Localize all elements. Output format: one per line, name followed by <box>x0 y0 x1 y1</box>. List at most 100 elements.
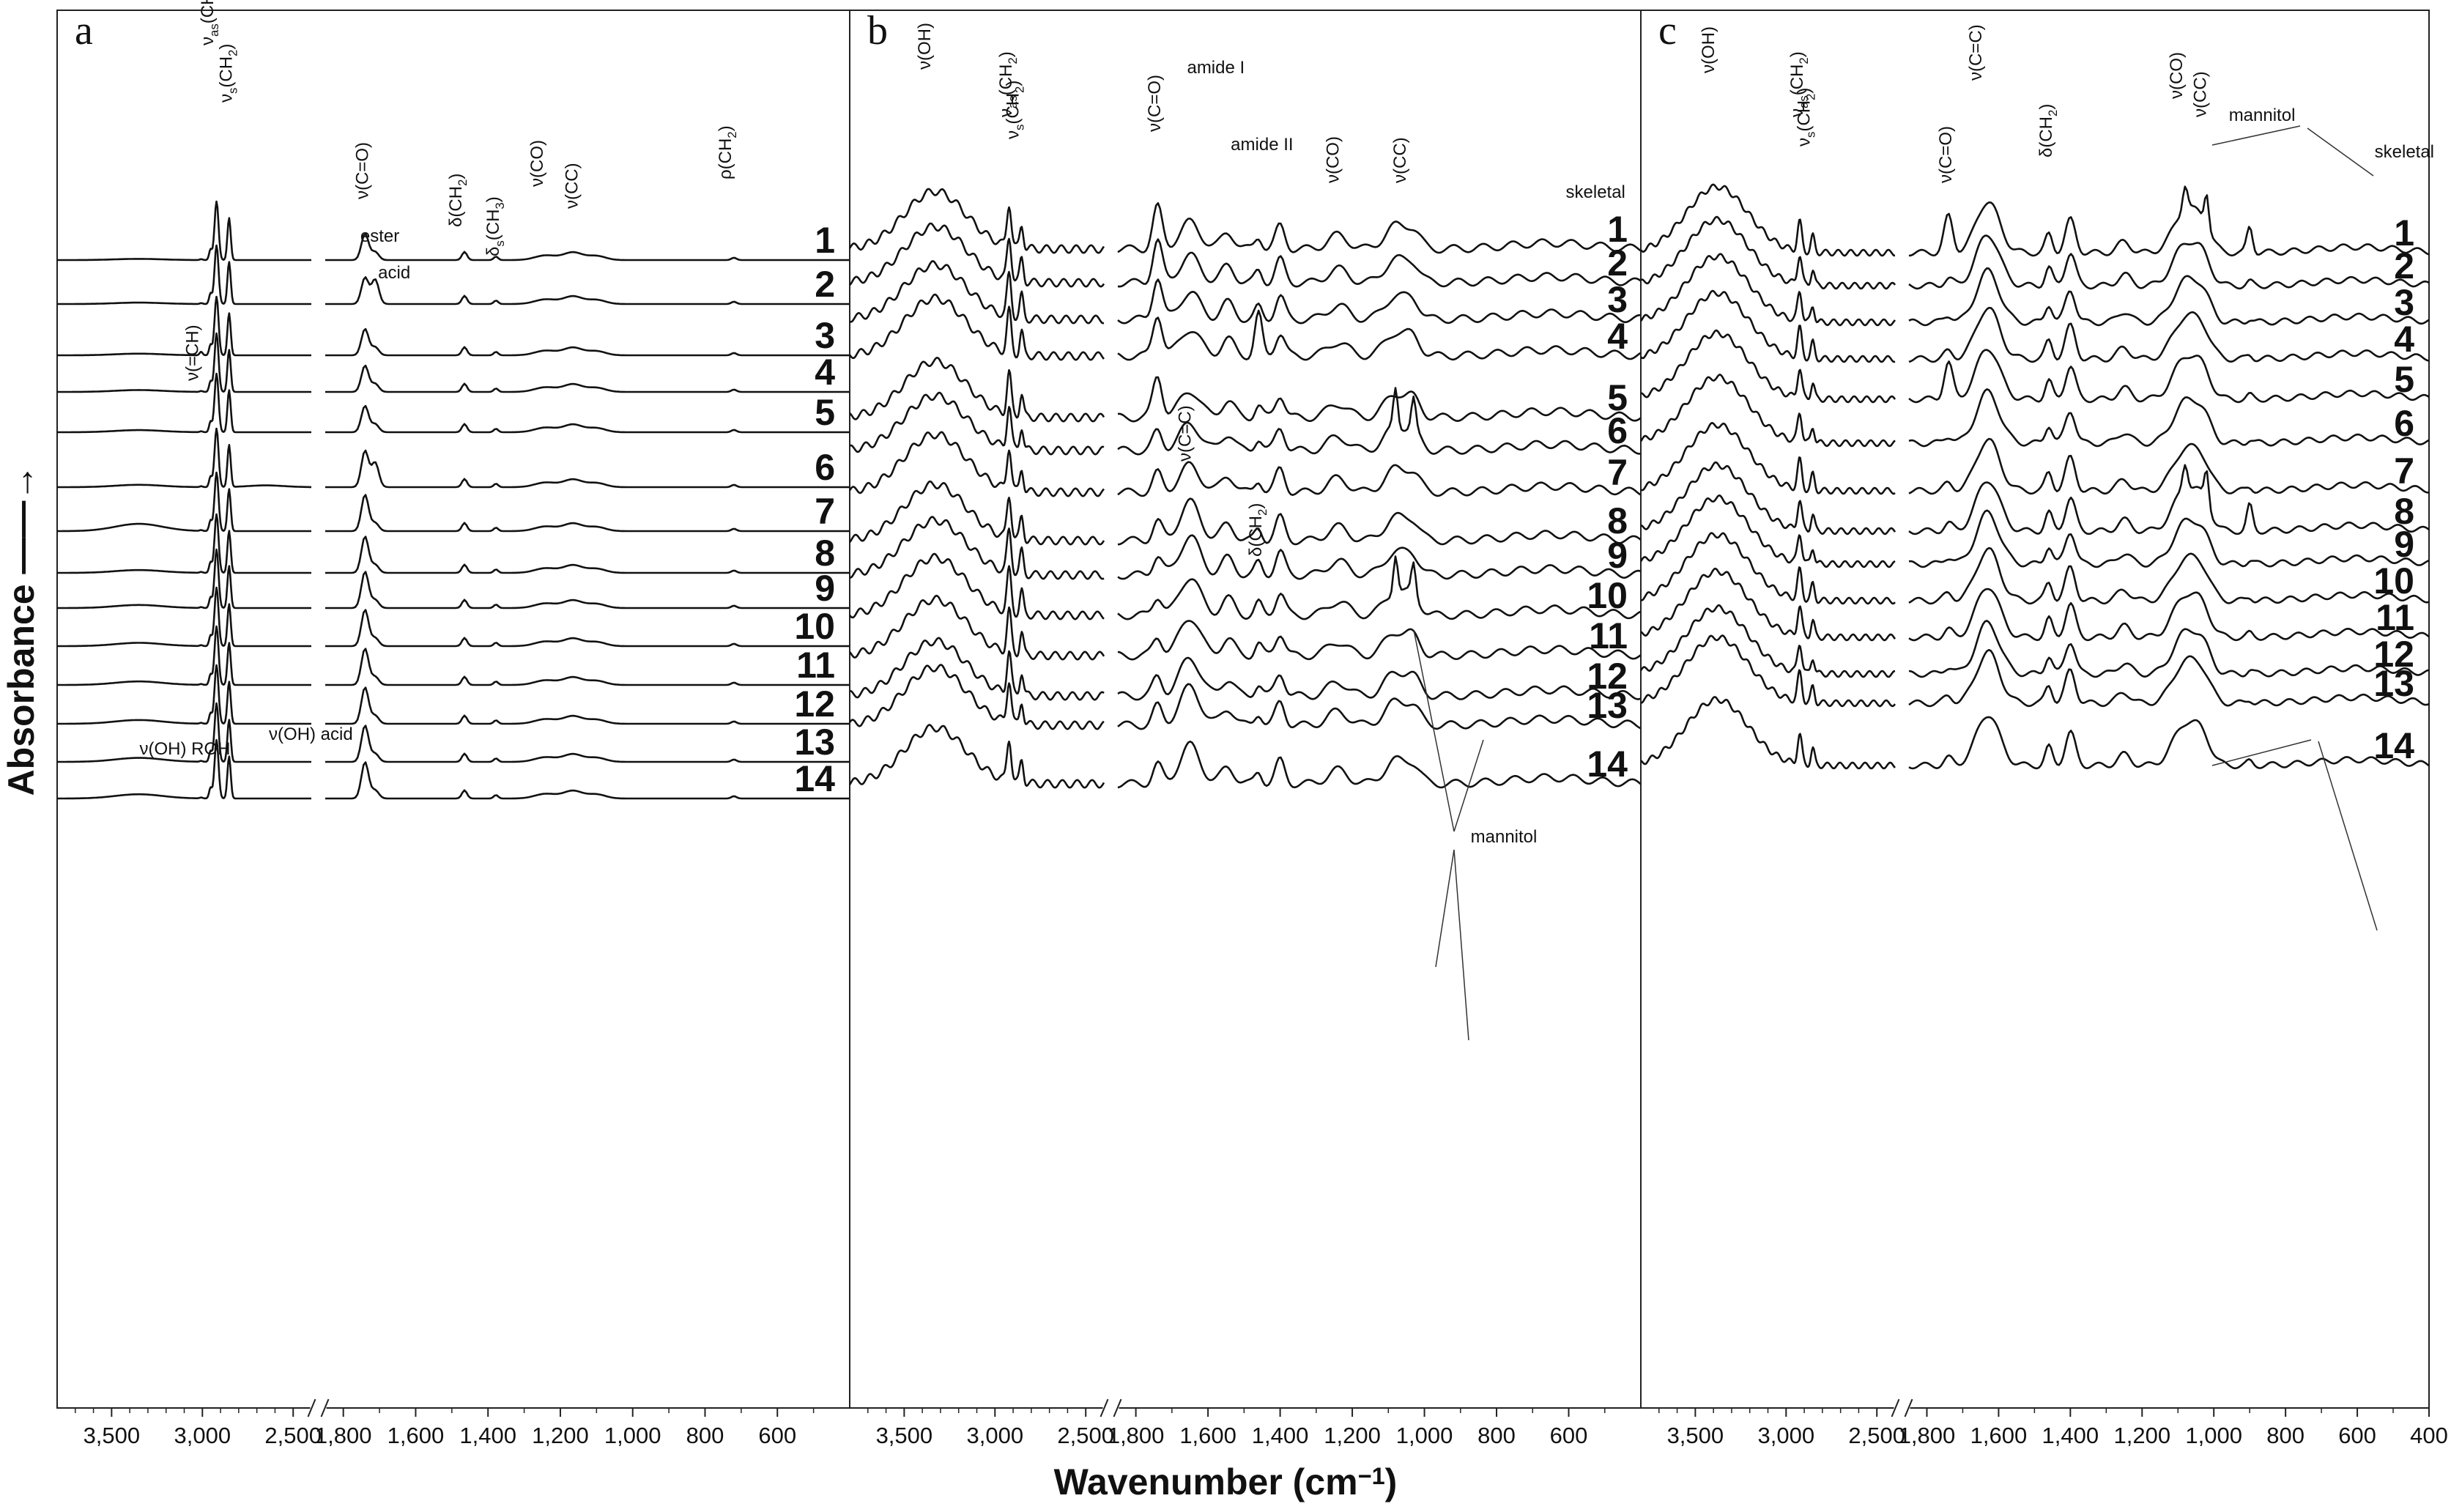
x-tick-label: 600 <box>2338 1423 2376 1448</box>
series-label: 7 <box>1607 452 1628 493</box>
spectrum-line-9 <box>1639 494 1896 568</box>
spectrum-line-8 <box>1117 497 1642 546</box>
x-tick-label: 1,800 <box>315 1423 372 1448</box>
label-part: ) <box>1246 503 1266 509</box>
series-label: 6 <box>815 447 835 488</box>
label-part: ) <box>1795 88 1814 94</box>
series-label: 13 <box>2373 663 2414 704</box>
label-part: ν(CO) <box>527 140 547 187</box>
spectrum-line-1 <box>848 188 1105 254</box>
axis-break-mark <box>1113 1398 1122 1418</box>
label-part: ν(CO) <box>2167 52 2187 99</box>
series-label: 8 <box>815 533 835 574</box>
series-label: 10 <box>1587 575 1628 616</box>
peak-annotation: δs(CH3) <box>483 196 507 256</box>
x-axis-title: Wavenumber (cm−1) <box>1054 1461 1398 1502</box>
label-part: amide I <box>1187 58 1245 78</box>
label-part: ν(OH) ROH <box>139 739 230 759</box>
spectrum-line-12 <box>325 686 850 725</box>
spectrum-line-7 <box>1908 437 2429 495</box>
axis-break-mark <box>1891 1398 1900 1418</box>
x-tick-label: 800 <box>2266 1423 2304 1448</box>
label-part: ) <box>2036 104 2056 110</box>
label-part: (CH <box>217 56 237 88</box>
spectrum-line-6 <box>1908 388 2430 448</box>
spectrum-line-3 <box>849 260 1105 325</box>
label-part: δ <box>483 247 503 256</box>
spectrum-line-6 <box>1639 374 1896 448</box>
series-label: 3 <box>2394 282 2414 323</box>
series-label: 7 <box>2394 451 2414 492</box>
x-tick-label: 800 <box>1477 1423 1516 1448</box>
spectrum-line-8 <box>848 480 1105 546</box>
axis-break-mark <box>1904 1398 1913 1418</box>
label-part: s <box>226 88 240 94</box>
spectrum-line-7 <box>325 494 850 533</box>
series-label: 10 <box>2373 560 2414 601</box>
spectrum-line-3 <box>325 327 850 357</box>
series-label: 6 <box>1607 410 1628 451</box>
spectrum-line-4 <box>848 293 1105 361</box>
peak-annotation: νs(CH2) <box>1795 88 1818 147</box>
label-part: 2 <box>1256 509 1269 516</box>
spectrum-line-7 <box>1117 461 1642 497</box>
series-label: 11 <box>796 645 835 686</box>
axis-break-mark <box>1100 1398 1109 1418</box>
x-tick-label: 1,400 <box>2042 1423 2099 1448</box>
peak-annotation: ν(C=O) <box>352 142 372 199</box>
spectrum-line-3 <box>57 295 311 357</box>
spectrum-line-9 <box>1908 509 2430 568</box>
spectrum-line-14 <box>848 724 1105 789</box>
spectrum-line-11 <box>1908 588 2430 642</box>
x-tick-label: 2,500 <box>1057 1423 1114 1448</box>
peak-annotation: νas(CH2) <box>198 0 221 45</box>
x-tick-label: 1,200 <box>1324 1423 1381 1448</box>
label-part: ν(C=C) <box>1966 24 1986 81</box>
spectrum-line-1 <box>1117 202 1642 254</box>
spectrum-line-5 <box>1118 376 1642 423</box>
spectrum-line-5 <box>1908 349 2430 404</box>
spectrum-line-13 <box>1117 683 1642 730</box>
panel-letter: b <box>867 8 888 53</box>
series-label: 1 <box>2394 212 2414 253</box>
peak-annotation: νs(CH2) <box>1004 81 1027 139</box>
peak-annotation: mannitol <box>2229 105 2296 125</box>
peak-annotation: ν(CC) <box>2191 71 2211 117</box>
spectrum-line-10 <box>57 586 311 648</box>
series-label: 3 <box>1607 279 1628 320</box>
series-label: 11 <box>1589 615 1628 656</box>
label-part: (CH <box>1787 64 1807 96</box>
peak-annotation: ν(OH) ROH <box>139 739 230 759</box>
label-part: ν(CC) <box>1390 137 1410 183</box>
label-part: ν(OH) <box>1699 26 1718 73</box>
series-label: 11 <box>2376 597 2414 638</box>
label-part: ν <box>1787 108 1807 117</box>
peak-annotation: νs(CH2) <box>217 44 240 103</box>
series-label: 10 <box>794 606 835 647</box>
peak-annotation: skeletal <box>1566 182 1625 202</box>
annotation-leader <box>2307 127 2374 177</box>
spectrum-line-4 <box>57 332 311 393</box>
peak-annotation: ν(CC) <box>1390 137 1410 183</box>
x-tick-label: 2,500 <box>1848 1423 1905 1448</box>
annotation-leader <box>1453 739 1484 832</box>
spectrum-line-8 <box>1908 464 2430 536</box>
spectrum-line-6 <box>325 449 850 489</box>
x-tick-label: 1,000 <box>1396 1423 1453 1448</box>
series-label: 8 <box>1607 500 1628 541</box>
label-part: as <box>1797 95 1811 108</box>
peak-annotation: ν(OH) acid <box>269 724 353 744</box>
spectrum-line-4 <box>1908 306 2430 363</box>
spectrum-line-5 <box>57 372 311 434</box>
x-tick-label: 2,500 <box>264 1423 322 1448</box>
spectrum-line-1 <box>1908 185 2430 257</box>
series-label: 4 <box>2394 319 2414 360</box>
label-part: (CH <box>198 0 218 23</box>
label-part: 2 <box>1797 57 1811 64</box>
peak-annotation: ν(CC) <box>563 163 582 209</box>
series-label: 7 <box>815 491 835 532</box>
label-part: (CH <box>483 210 503 241</box>
series-label: 12 <box>794 683 835 724</box>
label-part: Absorbance ——→ <box>1 464 42 796</box>
